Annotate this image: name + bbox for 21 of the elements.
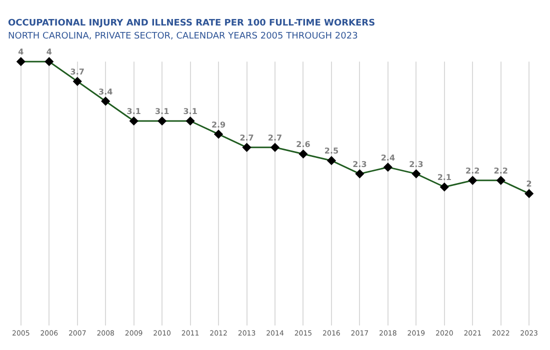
data-label: 2.4 <box>380 153 396 162</box>
data-label: 3.4 <box>98 87 114 96</box>
data-label: 4 <box>46 48 52 57</box>
data-label: 2.2 <box>466 166 480 176</box>
data-label: 2.7 <box>240 133 254 142</box>
data-label: 2 <box>526 180 532 189</box>
data-label: 3.1 <box>183 107 198 116</box>
data-label: 2.5 <box>324 146 339 156</box>
data-label: 2.7 <box>268 133 282 142</box>
data-label: 2.2 <box>494 166 508 176</box>
data-label: 2.9 <box>211 120 226 130</box>
data-label: 3.7 <box>70 67 84 76</box>
data-label: 4 <box>18 48 24 57</box>
data-label: 2.3 <box>352 160 367 169</box>
chart-subtitle: NORTH CAROLINA, PRIVATE SECTOR, CALENDAR YEARS 2005 THROUGH 2023 <box>8 32 358 42</box>
data-label: 3.1 <box>126 107 142 116</box>
chart-title: OCCUPATIONAL INJURY AND ILLNESS RATE PER 100 FULL-TIME WORKERS <box>8 18 376 29</box>
data-label: 2.6 <box>296 140 311 150</box>
data-label: 3.1 <box>154 107 170 116</box>
data-label: 2.1 <box>437 173 452 182</box>
data-label: 2.3 <box>409 160 424 169</box>
